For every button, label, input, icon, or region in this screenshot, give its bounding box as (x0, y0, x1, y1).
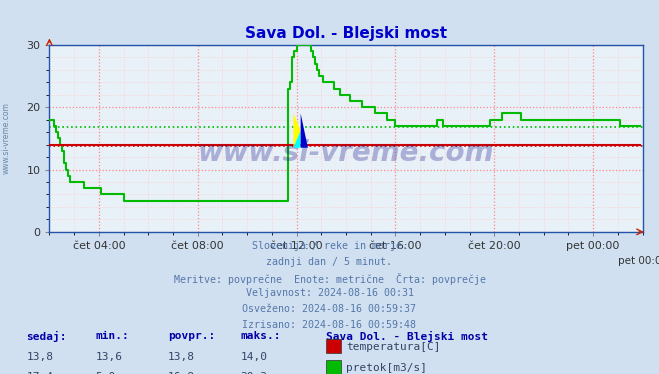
Text: 13,6: 13,6 (96, 352, 123, 362)
Text: Izrisano: 2024-08-16 00:59:48: Izrisano: 2024-08-16 00:59:48 (243, 320, 416, 330)
Text: pretok[m3/s]: pretok[m3/s] (346, 363, 427, 373)
Text: maks.:: maks.: (241, 331, 281, 341)
Text: pet 00:00: pet 00:00 (617, 256, 659, 266)
Text: 16,8: 16,8 (168, 372, 195, 374)
Text: Veljavnost: 2024-08-16 00:31: Veljavnost: 2024-08-16 00:31 (246, 288, 413, 298)
Text: 30,3: 30,3 (241, 372, 268, 374)
Polygon shape (293, 131, 301, 148)
Polygon shape (301, 113, 308, 148)
Text: sedaj:: sedaj: (26, 331, 67, 342)
Text: 13,8: 13,8 (26, 352, 53, 362)
Text: temperatura[C]: temperatura[C] (346, 342, 440, 352)
Text: Sava Dol. - Blejski most: Sava Dol. - Blejski most (326, 331, 488, 342)
Polygon shape (293, 113, 301, 148)
Text: povpr.:: povpr.: (168, 331, 215, 341)
Text: Meritve: povprečne  Enote: metrične  Črta: povprečje: Meritve: povprečne Enote: metrične Črta:… (173, 273, 486, 285)
Text: zadnji dan / 5 minut.: zadnji dan / 5 minut. (266, 257, 393, 267)
Text: www.si-vreme.com: www.si-vreme.com (2, 102, 11, 174)
Title: Sava Dol. - Blejski most: Sava Dol. - Blejski most (245, 26, 447, 41)
Text: Osveženo: 2024-08-16 00:59:37: Osveženo: 2024-08-16 00:59:37 (243, 304, 416, 314)
Text: 13,8: 13,8 (168, 352, 195, 362)
Text: Slovenija / reke in morje.: Slovenija / reke in morje. (252, 241, 407, 251)
Text: min.:: min.: (96, 331, 129, 341)
Text: www.si-vreme.com: www.si-vreme.com (198, 140, 494, 167)
Text: 5,0: 5,0 (96, 372, 116, 374)
Text: 17,4: 17,4 (26, 372, 53, 374)
Text: 14,0: 14,0 (241, 352, 268, 362)
